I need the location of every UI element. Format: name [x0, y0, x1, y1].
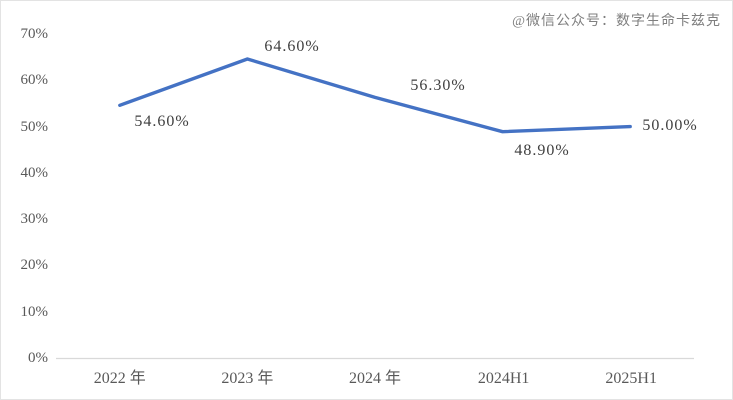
y-tick-70: 70% — [20, 26, 49, 42]
y-tick-40: 40% — [20, 165, 49, 181]
x-tick-2024: 2024 年 — [348, 370, 402, 387]
y-tick-30: 30% — [20, 211, 49, 227]
data-label-2023: 64.60% — [264, 38, 320, 55]
data-label-2025h1: 50.00% — [642, 117, 698, 134]
x-tick-2023: 2023 年 — [221, 370, 274, 387]
y-tick-10: 10% — [20, 304, 49, 320]
x-tick-2022: 2022 年 — [93, 370, 146, 387]
series-line — [118, 57, 632, 134]
y-tick-20: 20% — [20, 257, 49, 273]
x-tick-2024h1: 2024H1 — [477, 370, 530, 387]
y-tick-50: 50% — [20, 119, 49, 135]
data-label-2024h1: 48.90% — [514, 142, 570, 159]
y-tick-60: 60% — [20, 72, 49, 88]
watermark-text: @微信公众号：数字生命卡兹克 — [512, 14, 721, 29]
data-label-2024: 56.30% — [410, 77, 466, 94]
x-tick-2025h1: 2025H1 — [605, 370, 657, 387]
data-label-2022: 54.60% — [134, 113, 190, 130]
y-tick-0: 0% — [28, 350, 48, 366]
